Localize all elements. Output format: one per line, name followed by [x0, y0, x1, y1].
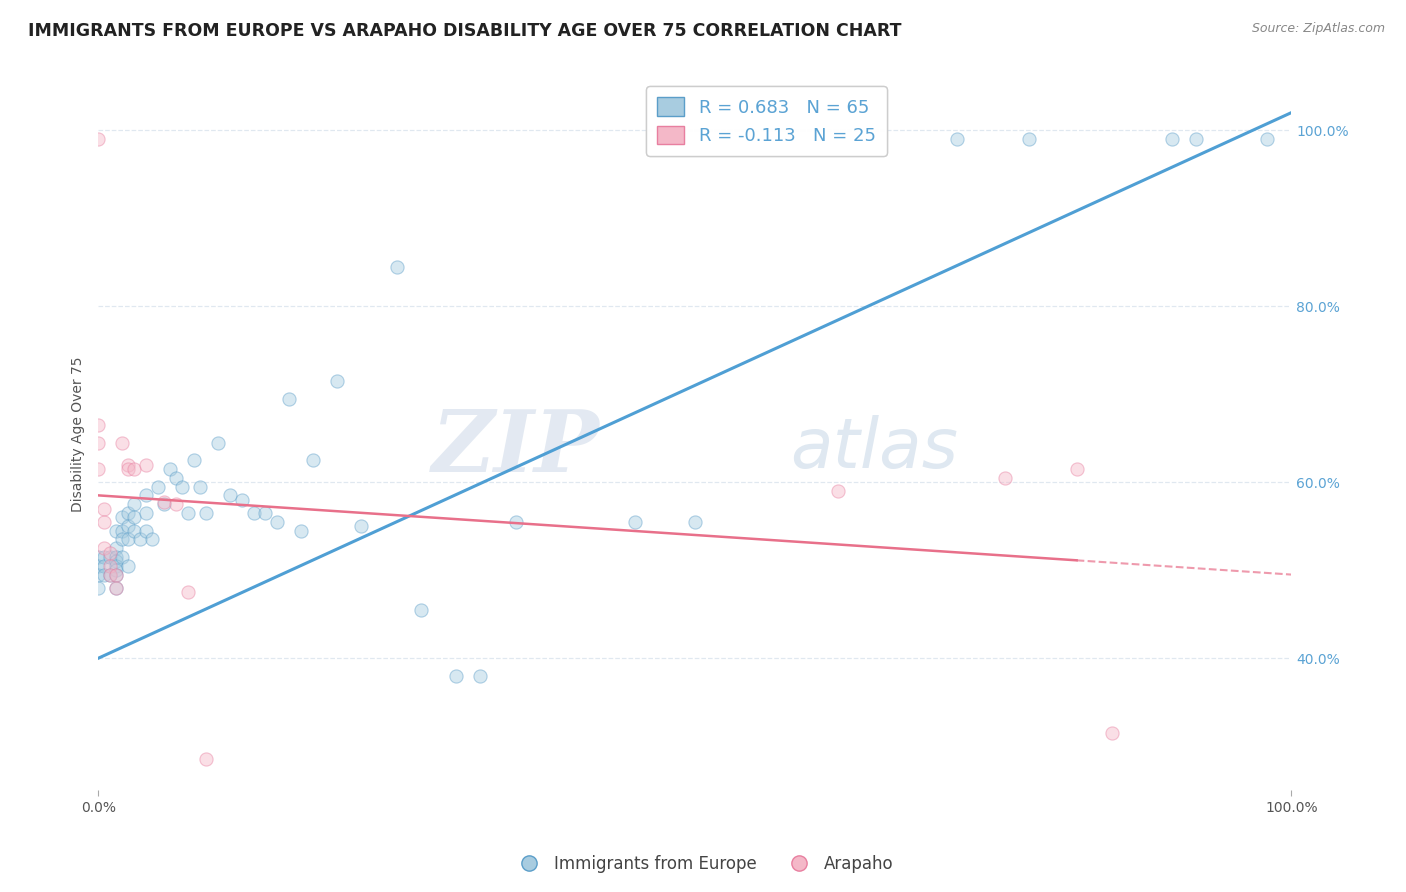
- Point: [231, 492, 253, 507]
- Point: [98, 549, 121, 564]
- Point: [93, 515, 115, 529]
- Point: [87, 435, 110, 450]
- Point: [194, 506, 217, 520]
- Point: [505, 515, 527, 529]
- Legend: R = 0.683   N = 65, R = -0.113   N = 25: R = 0.683 N = 65, R = -0.113 N = 25: [647, 87, 887, 156]
- Point: [105, 541, 128, 556]
- Point: [117, 519, 139, 533]
- Point: [302, 453, 325, 467]
- Point: [117, 558, 139, 573]
- Point: [159, 462, 181, 476]
- Point: [1101, 726, 1123, 740]
- Point: [135, 488, 157, 502]
- Point: [470, 669, 492, 683]
- Point: [122, 497, 145, 511]
- Point: [122, 462, 145, 476]
- Point: [93, 541, 115, 556]
- Point: [111, 549, 134, 564]
- Point: [183, 453, 205, 467]
- Point: [170, 479, 193, 493]
- Point: [242, 506, 264, 520]
- Point: [153, 494, 176, 508]
- Point: [87, 581, 110, 595]
- Point: [994, 471, 1017, 485]
- Point: [87, 558, 110, 573]
- Point: [87, 132, 110, 146]
- Point: [93, 558, 115, 573]
- Point: [624, 515, 647, 529]
- Point: [827, 483, 849, 498]
- Point: [446, 669, 468, 683]
- Point: [98, 567, 121, 582]
- Text: ZIP: ZIP: [432, 406, 599, 490]
- Y-axis label: Disability Age Over 75: Disability Age Over 75: [72, 356, 86, 511]
- Point: [117, 506, 139, 520]
- Point: [98, 545, 121, 559]
- Point: [177, 506, 200, 520]
- Point: [1185, 132, 1208, 146]
- Point: [105, 563, 128, 577]
- Point: [278, 392, 301, 406]
- Point: [409, 603, 432, 617]
- Point: [93, 501, 115, 516]
- Point: [254, 506, 277, 520]
- Point: [87, 417, 110, 432]
- Point: [122, 510, 145, 524]
- Point: [105, 567, 128, 582]
- Point: [135, 506, 157, 520]
- Point: [117, 458, 139, 472]
- Point: [1161, 132, 1184, 146]
- Point: [218, 488, 240, 502]
- Point: [105, 554, 128, 568]
- Point: [111, 435, 134, 450]
- Text: atlas: atlas: [790, 415, 959, 482]
- Point: [683, 515, 706, 529]
- Point: [1066, 462, 1088, 476]
- Point: [98, 567, 121, 582]
- Text: Source: ZipAtlas.com: Source: ZipAtlas.com: [1251, 22, 1385, 36]
- Point: [111, 524, 134, 538]
- Point: [194, 752, 217, 766]
- Point: [153, 497, 176, 511]
- Point: [135, 524, 157, 538]
- Point: [135, 458, 157, 472]
- Point: [105, 558, 128, 573]
- Point: [105, 549, 128, 564]
- Point: [129, 533, 152, 547]
- Point: [207, 435, 229, 450]
- Point: [87, 567, 110, 582]
- Point: [385, 260, 408, 274]
- Point: [1256, 132, 1278, 146]
- Point: [105, 581, 128, 595]
- Point: [105, 581, 128, 595]
- Point: [98, 558, 121, 573]
- Point: [87, 462, 110, 476]
- Point: [350, 519, 373, 533]
- Point: [105, 524, 128, 538]
- Text: IMMIGRANTS FROM EUROPE VS ARAPAHO DISABILITY AGE OVER 75 CORRELATION CHART: IMMIGRANTS FROM EUROPE VS ARAPAHO DISABI…: [28, 22, 901, 40]
- Point: [188, 479, 211, 493]
- Point: [122, 524, 145, 538]
- Point: [141, 533, 163, 547]
- Point: [290, 524, 312, 538]
- Point: [146, 479, 169, 493]
- Point: [165, 471, 187, 485]
- Point: [946, 132, 969, 146]
- Point: [87, 549, 110, 564]
- Point: [111, 533, 134, 547]
- Point: [266, 515, 288, 529]
- Point: [177, 585, 200, 599]
- Point: [117, 462, 139, 476]
- Point: [326, 374, 349, 388]
- Point: [111, 510, 134, 524]
- Legend: Immigrants from Europe, Arapaho: Immigrants from Europe, Arapaho: [506, 848, 900, 880]
- Point: [1018, 132, 1040, 146]
- Point: [93, 549, 115, 564]
- Point: [165, 497, 187, 511]
- Point: [93, 567, 115, 582]
- Point: [105, 567, 128, 582]
- Point: [117, 533, 139, 547]
